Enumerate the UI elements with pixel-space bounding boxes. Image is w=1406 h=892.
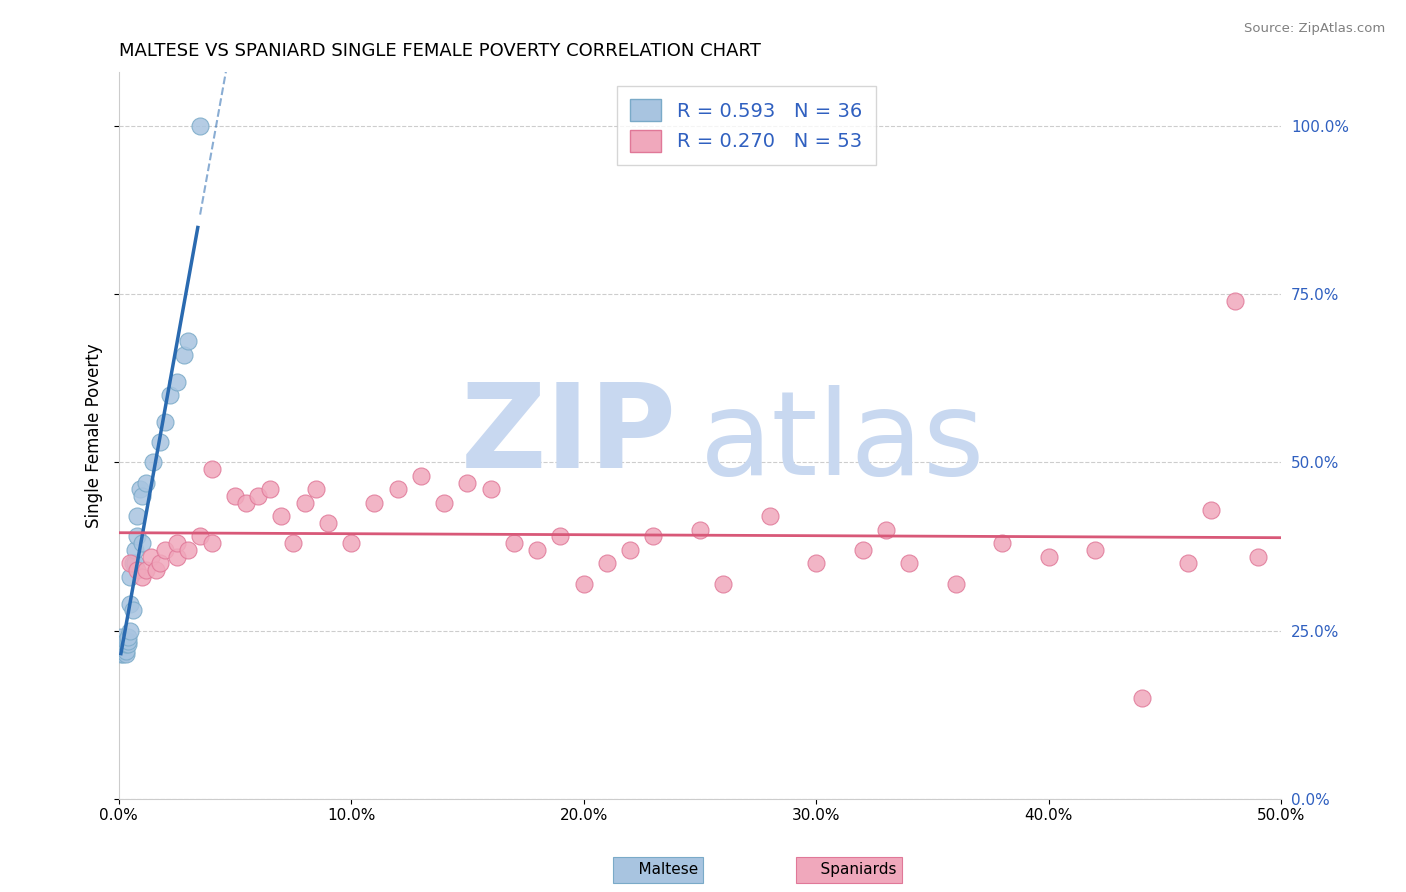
Point	[596, 557, 619, 571]
Point	[526, 543, 548, 558]
Point	[117, 637, 139, 651]
Point	[188, 529, 211, 543]
Point	[1038, 549, 1060, 564]
Point	[131, 536, 153, 550]
Point	[149, 557, 172, 571]
Point	[142, 455, 165, 469]
Point	[120, 570, 142, 584]
Point	[166, 375, 188, 389]
Legend: R = 0.593   N = 36, R = 0.270   N = 53: R = 0.593 N = 36, R = 0.270 N = 53	[617, 86, 876, 165]
Point	[128, 483, 150, 497]
Point	[159, 388, 181, 402]
Point	[1084, 543, 1107, 558]
Point	[110, 637, 132, 651]
Point	[270, 509, 292, 524]
Point	[363, 496, 385, 510]
Point	[456, 475, 478, 490]
Point	[247, 489, 270, 503]
Point	[127, 529, 149, 543]
Point	[110, 647, 132, 661]
Text: Maltese: Maltese	[619, 863, 697, 877]
Point	[1247, 549, 1270, 564]
Point	[121, 557, 143, 571]
Point	[114, 633, 136, 648]
Point	[259, 483, 281, 497]
Point	[1130, 690, 1153, 705]
Point	[387, 483, 409, 497]
Point	[114, 647, 136, 661]
Point	[153, 415, 176, 429]
Point	[572, 576, 595, 591]
Point	[1201, 502, 1223, 516]
Point	[166, 536, 188, 550]
Point	[120, 557, 142, 571]
Point	[112, 640, 135, 655]
Point	[120, 624, 142, 638]
Point	[145, 563, 167, 577]
Point	[131, 570, 153, 584]
Point	[200, 462, 222, 476]
Point	[139, 549, 162, 564]
Point	[898, 557, 921, 571]
Point	[112, 637, 135, 651]
Point	[1177, 557, 1199, 571]
Point	[479, 483, 502, 497]
Point	[121, 603, 143, 617]
Point	[619, 543, 641, 558]
Point	[149, 435, 172, 450]
Point	[112, 647, 135, 661]
Point	[758, 509, 780, 524]
Point	[177, 334, 200, 349]
Point	[643, 529, 665, 543]
Point	[135, 475, 157, 490]
Point	[110, 631, 132, 645]
Point	[409, 469, 432, 483]
Text: ZIP: ZIP	[461, 378, 676, 493]
Point	[127, 563, 149, 577]
Text: Source: ZipAtlas.com: Source: ZipAtlas.com	[1244, 22, 1385, 36]
Point	[804, 557, 827, 571]
Point	[224, 489, 246, 503]
Point	[120, 597, 142, 611]
Point	[131, 489, 153, 503]
Point	[124, 557, 146, 571]
Point	[177, 543, 200, 558]
Point	[127, 509, 149, 524]
Point	[316, 516, 339, 530]
Point	[173, 348, 195, 362]
Point	[281, 536, 304, 550]
Point	[711, 576, 734, 591]
Point	[153, 543, 176, 558]
Point	[1223, 294, 1246, 309]
Point	[166, 549, 188, 564]
Point	[117, 633, 139, 648]
Point	[852, 543, 875, 558]
Point	[112, 644, 135, 658]
Point	[114, 644, 136, 658]
Y-axis label: Single Female Poverty: Single Female Poverty	[86, 343, 103, 528]
Point	[340, 536, 363, 550]
Point	[200, 536, 222, 550]
Point	[502, 536, 524, 550]
Point	[433, 496, 456, 510]
Point	[124, 543, 146, 558]
Point	[188, 120, 211, 134]
Point	[305, 483, 328, 497]
Point	[689, 523, 711, 537]
Text: atlas: atlas	[700, 385, 986, 500]
Point	[235, 496, 257, 510]
Point	[550, 529, 572, 543]
Text: Spaniards: Spaniards	[801, 863, 897, 877]
Point	[135, 563, 157, 577]
Point	[991, 536, 1014, 550]
Point	[294, 496, 316, 510]
Point	[875, 523, 897, 537]
Point	[114, 637, 136, 651]
Point	[110, 640, 132, 655]
Point	[117, 631, 139, 645]
Text: MALTESE VS SPANIARD SINGLE FEMALE POVERTY CORRELATION CHART: MALTESE VS SPANIARD SINGLE FEMALE POVERT…	[118, 42, 761, 60]
Point	[945, 576, 967, 591]
